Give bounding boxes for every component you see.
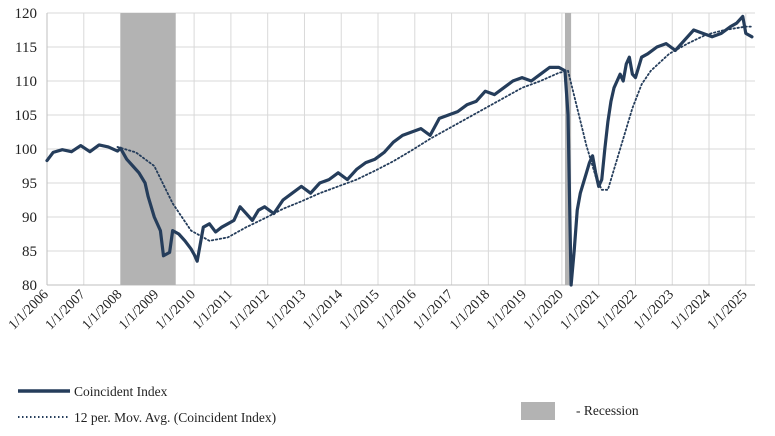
x-tick-label: 1/1/2008 xyxy=(80,287,126,333)
y-axis-ticks: 80 85 90 95 100 105 110 115 120 xyxy=(15,6,38,294)
x-tick-label: 1/1/2015 xyxy=(337,287,383,333)
moving-average-line xyxy=(116,25,753,242)
x-tick-label: 1/1/2022 xyxy=(594,287,640,333)
y-tick-label: 85 xyxy=(22,244,37,260)
x-tick-label: 1/1/2014 xyxy=(300,287,346,333)
recession-shading xyxy=(120,13,572,285)
legend-solid-label: Coincident Index xyxy=(74,384,168,399)
legend: Coincident Index 12 per. Mov. Avg. (Coin… xyxy=(18,384,639,425)
x-tick-label: 1/1/2019 xyxy=(484,287,530,333)
recession-band xyxy=(120,13,176,285)
x-tick-label: 1/1/2012 xyxy=(227,287,273,333)
y-tick-label: 105 xyxy=(15,108,38,124)
x-tick-label: 1/1/2007 xyxy=(43,287,89,333)
x-tick-label: 1/1/2006 xyxy=(6,287,52,333)
x-tick-label: 1/1/2010 xyxy=(153,287,199,333)
y-tick-label: 120 xyxy=(15,6,38,22)
y-tick-label: 95 xyxy=(22,176,37,192)
coincident-index-line xyxy=(45,14,754,287)
x-tick-label: 1/1/2013 xyxy=(263,287,309,333)
series-lines xyxy=(45,14,754,287)
x-axis-ticks: 1/1/20061/1/20071/1/20081/1/20091/1/2010… xyxy=(6,287,751,333)
x-tick-label: 1/1/2020 xyxy=(521,287,567,333)
legend-recession-swatch xyxy=(521,402,555,420)
x-tick-label: 1/1/2009 xyxy=(116,287,162,333)
legend-dotted-label: 12 per. Mov. Avg. (Coincident Index) xyxy=(74,410,276,425)
x-tick-label: 1/1/2017 xyxy=(411,287,457,333)
x-tick-label: 1/1/2023 xyxy=(631,287,677,333)
y-tick-label: 80 xyxy=(22,278,37,294)
legend-recession-label: - Recession xyxy=(576,403,639,418)
x-tick-label: 1/1/2024 xyxy=(668,287,714,333)
x-tick-label: 1/1/2021 xyxy=(558,287,604,333)
y-tick-label: 110 xyxy=(15,74,37,90)
y-tick-label: 100 xyxy=(15,142,38,158)
y-tick-label: 115 xyxy=(15,40,37,56)
x-tick-label: 1/1/2016 xyxy=(374,287,420,333)
x-tick-label: 1/1/2018 xyxy=(447,287,493,333)
y-tick-label: 90 xyxy=(22,210,37,226)
x-tick-label: 1/1/2025 xyxy=(705,287,751,333)
